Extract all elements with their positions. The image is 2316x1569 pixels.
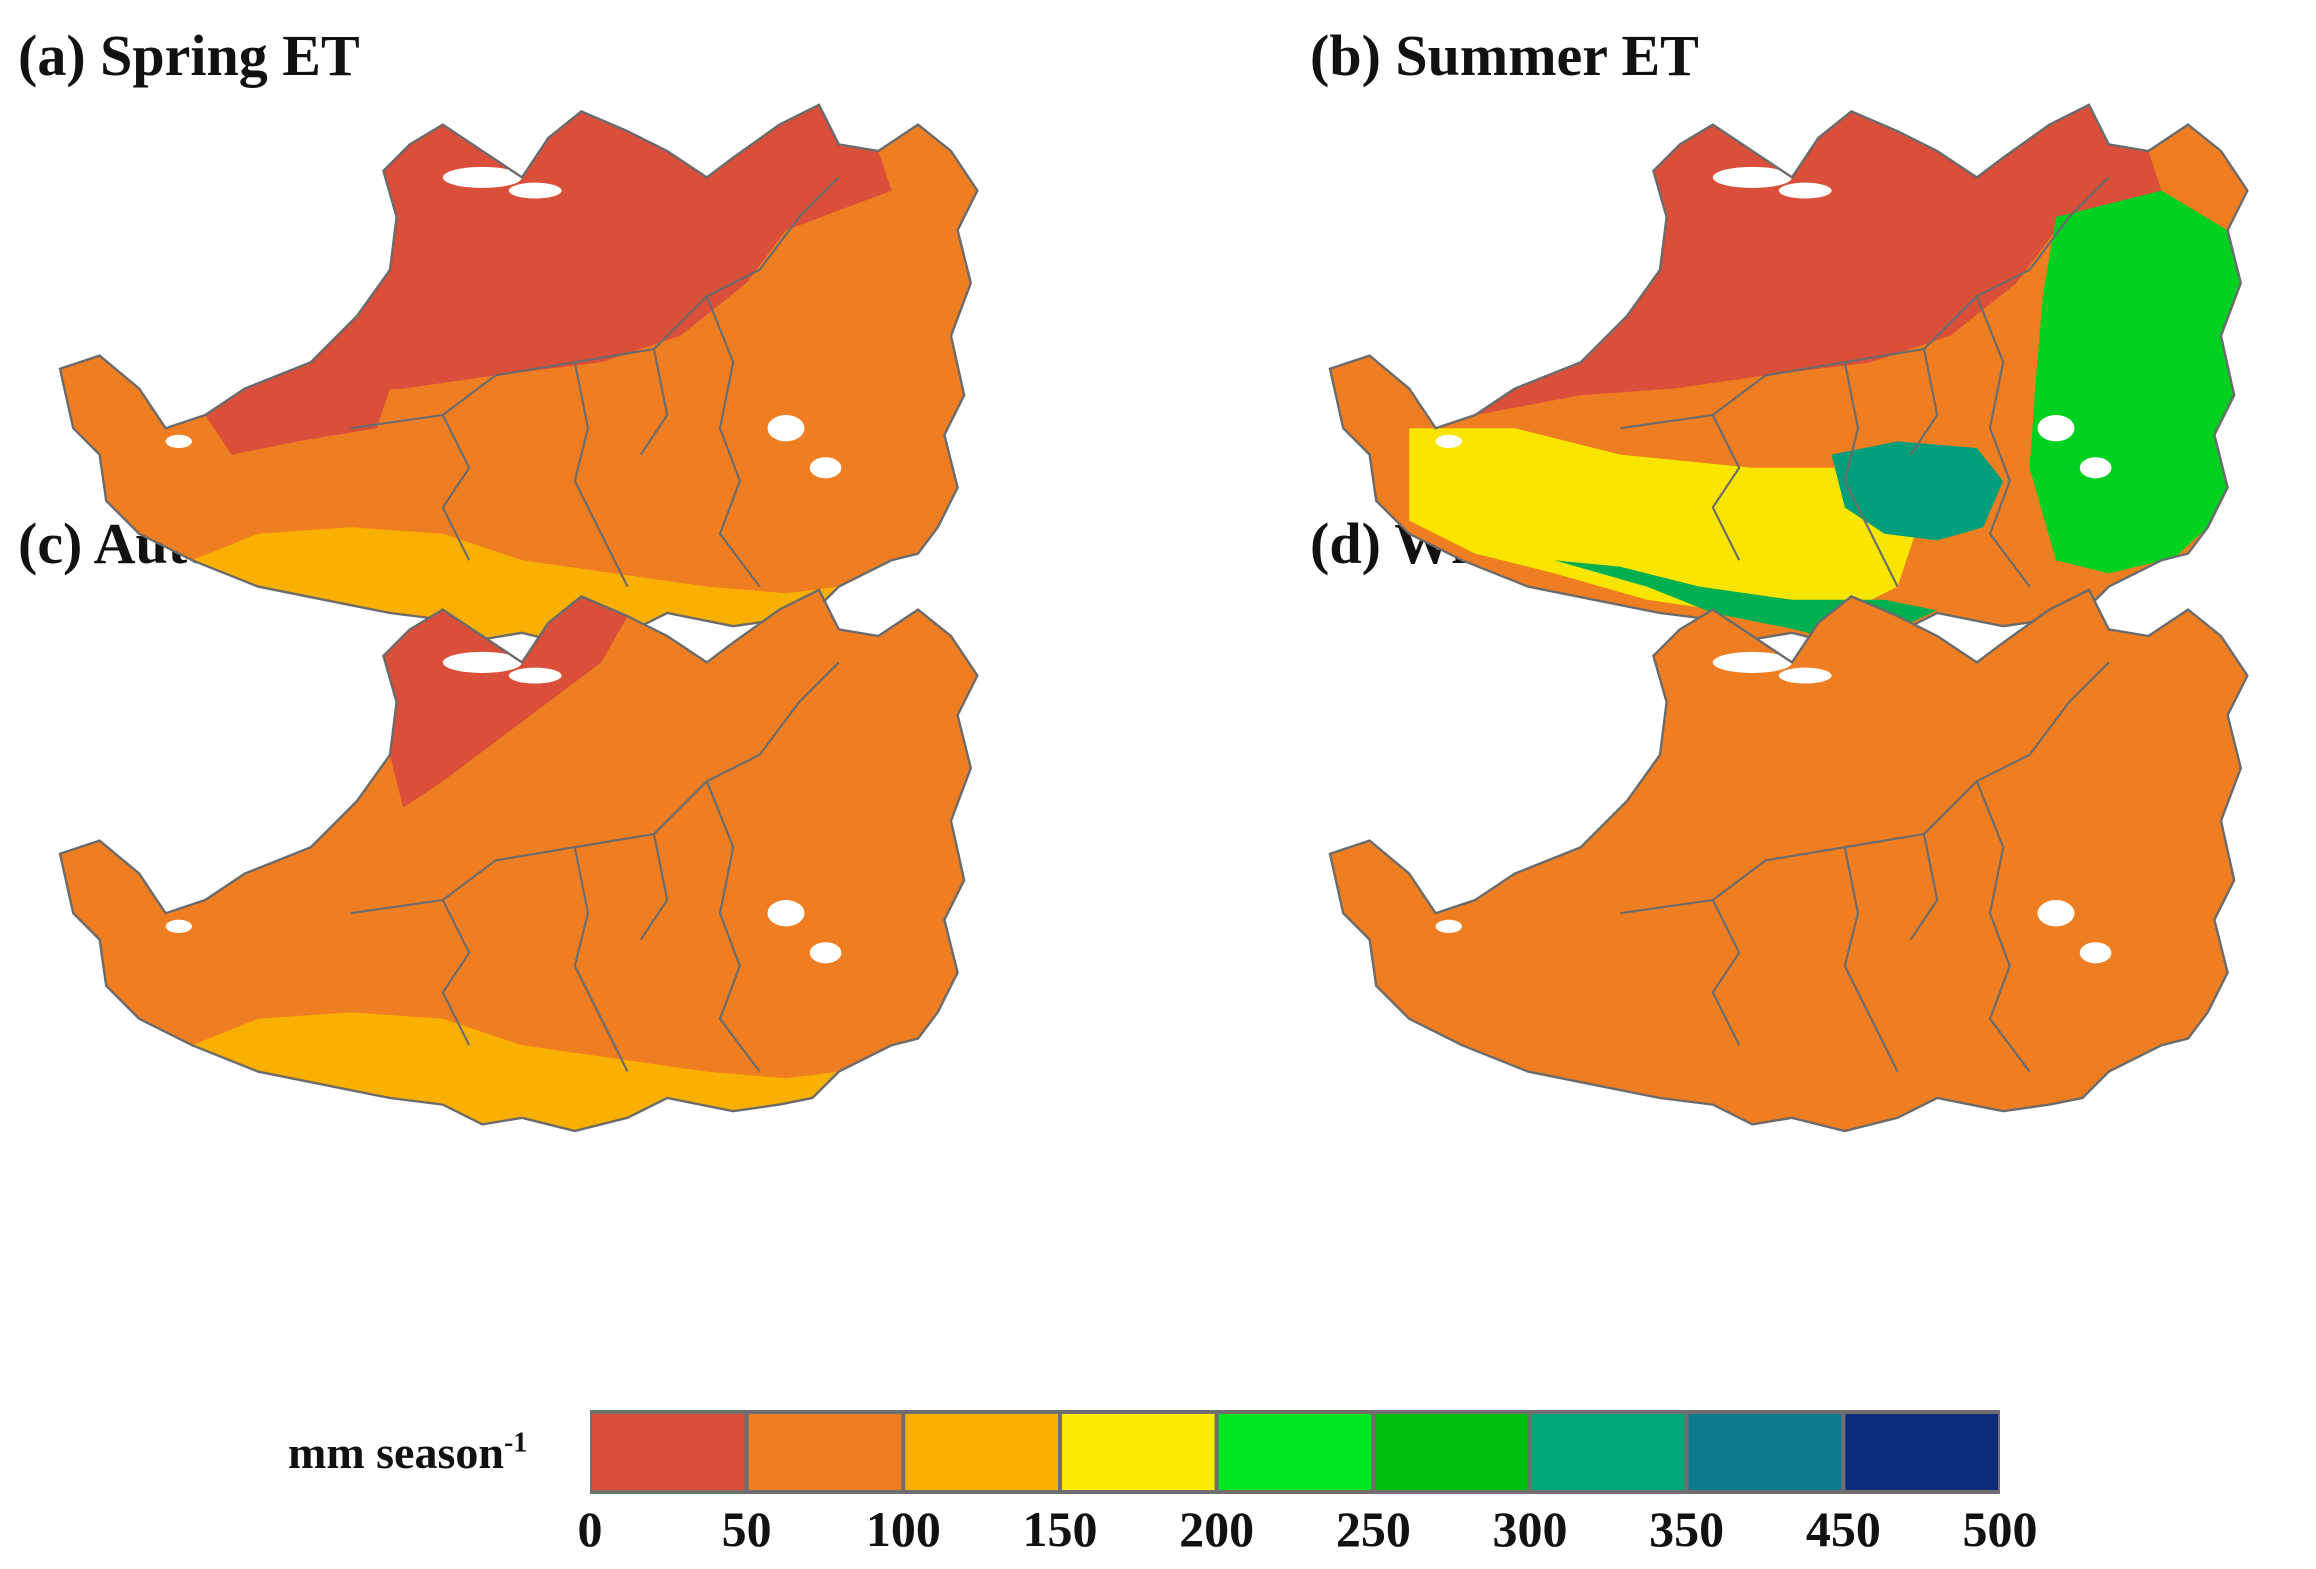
- nodata-patch: [1435, 919, 1462, 933]
- panel-b-title: (b) Summer ET: [1310, 23, 1699, 88]
- map-spring: [58, 103, 979, 648]
- colorbar-segment: [1684, 1410, 1846, 1494]
- colorbar-tick-label: 500: [1962, 1501, 2038, 1557]
- province-border: [705, 780, 761, 1073]
- province-border: [1711, 899, 1741, 1046]
- nodata-patch: [165, 434, 192, 448]
- nodata-patch: [1712, 166, 1792, 188]
- nodata-patch: [2079, 942, 2112, 964]
- nodata-patch: [1435, 434, 1462, 448]
- nodata-patch: [1712, 651, 1792, 673]
- colorbar-tick-label: 250: [1335, 1501, 1411, 1557]
- colorbar-tick-label: 100: [865, 1501, 941, 1557]
- nodata-patch: [1778, 182, 1832, 199]
- province-border: [1909, 833, 1939, 941]
- nodata-patch: [809, 457, 842, 479]
- nodata-patch: [767, 415, 805, 442]
- map-winter: [1328, 588, 2249, 1133]
- colorbar-segment: [1528, 1410, 1689, 1494]
- colorbar-segment: [744, 1410, 906, 1494]
- map-summer: [1328, 103, 2249, 648]
- zone-southstrip: [192, 527, 839, 646]
- colorbar-segment: [590, 1410, 749, 1494]
- zone-south: [1409, 428, 1924, 627]
- province-border: [350, 661, 840, 915]
- province-border: [1843, 846, 1899, 1073]
- map-autumn: [58, 588, 979, 1133]
- map-region-group: [58, 103, 979, 648]
- region-fill: [60, 589, 978, 1131]
- zone-north: [1475, 104, 2162, 416]
- nodata-patch: [809, 942, 842, 964]
- region-fill: [1330, 589, 2248, 1131]
- province-border: [1843, 361, 1899, 588]
- nodata-patch: [767, 900, 805, 927]
- nodata-patch: [2037, 415, 2075, 442]
- nodata-patch: [2037, 900, 2075, 927]
- nodata-patch: [508, 667, 562, 684]
- colorbar-tick-label: 450: [1805, 1501, 1881, 1557]
- nodata-patch: [442, 166, 522, 188]
- province-border: [573, 846, 629, 1073]
- legend-unit-label: mm season-1: [288, 1427, 528, 1478]
- colorbar-segment: [1371, 1410, 1532, 1494]
- region-outline: [58, 588, 979, 1133]
- colorbar-tick-label: 50: [721, 1501, 772, 1557]
- province-border: [1975, 295, 2031, 588]
- colorbar-tick-label: 0: [577, 1501, 603, 1557]
- province-border: [1975, 780, 2031, 1073]
- map-region-group: [1328, 588, 2249, 1133]
- nodata-patch: [1778, 667, 1832, 684]
- province-border: [639, 348, 669, 456]
- nodata-patch: [165, 919, 192, 933]
- province-border: [639, 833, 669, 941]
- colorbar-tick-label: 150: [1022, 1501, 1098, 1557]
- province-border: [1620, 661, 2110, 915]
- region-outline: [1328, 588, 2249, 1133]
- colorbar: [590, 1410, 2000, 1494]
- province-border: [1620, 176, 2110, 430]
- colorbar-tick-label: 350: [1649, 1501, 1725, 1557]
- nodata-patch: [508, 182, 562, 199]
- province-border: [1909, 348, 1939, 456]
- province-border: [441, 899, 471, 1046]
- colorbar-segment: [901, 1410, 1063, 1494]
- zone-north: [205, 104, 892, 416]
- colorbar-segment: [1841, 1410, 2000, 1494]
- colorbar-tick-label: 300: [1492, 1501, 1568, 1557]
- nodata-patch: [2079, 457, 2112, 479]
- colorbar-tick-label: 200: [1179, 1501, 1255, 1557]
- province-border: [705, 295, 761, 588]
- zone-west: [205, 388, 390, 455]
- province-border: [573, 361, 629, 588]
- colorbar-segment: [1058, 1410, 1219, 1494]
- map-region-group: [58, 588, 979, 1133]
- province-border: [1711, 414, 1741, 561]
- zone-nw: [383, 596, 628, 808]
- zone-southstrip: [192, 1012, 839, 1131]
- nodata-patch: [442, 651, 522, 673]
- map-region-group: [1328, 103, 2249, 648]
- province-border: [350, 176, 840, 430]
- colorbar-segment: [1214, 1410, 1376, 1494]
- zone-core: [1831, 441, 2004, 541]
- province-border: [441, 414, 471, 561]
- zone-east: [2029, 190, 2241, 574]
- panel-a-title: (a) Spring ET: [18, 23, 360, 88]
